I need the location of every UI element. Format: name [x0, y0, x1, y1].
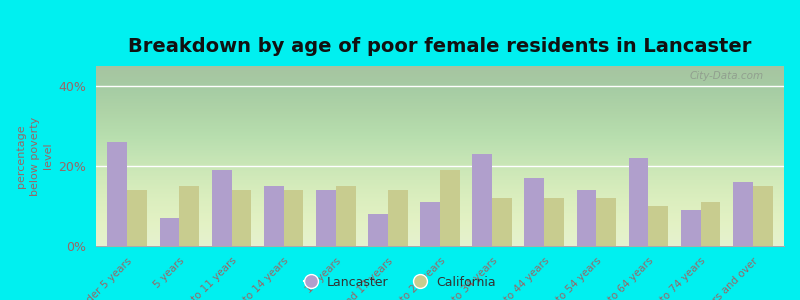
Bar — [368, 214, 388, 246]
Bar — [492, 198, 512, 246]
Bar — [107, 142, 127, 246]
Bar — [336, 186, 355, 246]
Bar — [629, 158, 649, 246]
Bar — [649, 206, 668, 246]
Bar — [284, 190, 303, 246]
Bar — [577, 190, 596, 246]
Bar — [231, 190, 251, 246]
Bar — [212, 170, 231, 246]
Bar — [596, 198, 616, 246]
Bar — [127, 190, 147, 246]
Bar — [264, 186, 284, 246]
Bar — [440, 170, 460, 246]
Bar — [388, 190, 408, 246]
Bar — [753, 186, 773, 246]
Bar — [733, 182, 753, 246]
Bar — [179, 186, 199, 246]
Bar — [420, 202, 440, 246]
Title: Breakdown by age of poor female residents in Lancaster: Breakdown by age of poor female resident… — [128, 37, 752, 56]
Bar — [681, 210, 701, 246]
Bar — [316, 190, 336, 246]
Bar — [472, 154, 492, 246]
Bar — [701, 202, 721, 246]
Y-axis label: percentage
below poverty
level: percentage below poverty level — [17, 116, 53, 196]
Bar — [159, 218, 179, 246]
Bar — [525, 178, 544, 246]
Text: City-Data.com: City-Data.com — [690, 71, 763, 81]
Legend: Lancaster, California: Lancaster, California — [299, 271, 501, 294]
Bar — [544, 198, 564, 246]
